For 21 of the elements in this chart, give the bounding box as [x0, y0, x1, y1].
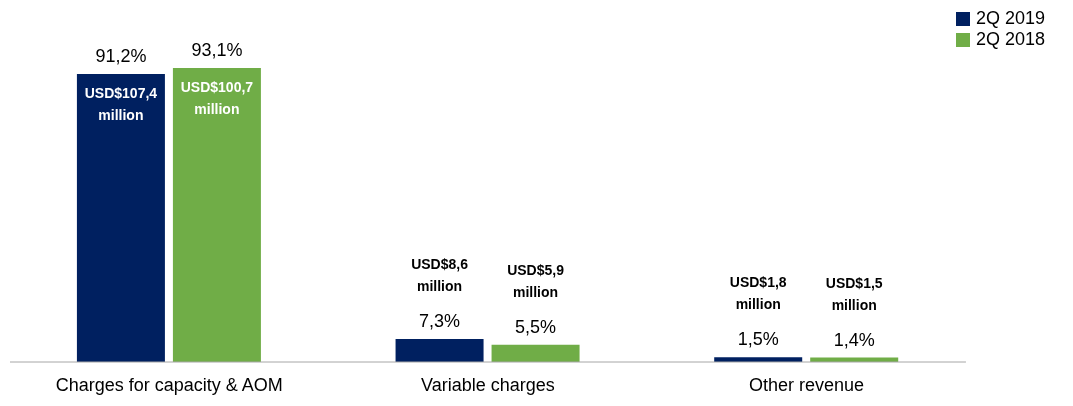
x-tick-label: Variable charges: [421, 374, 555, 395]
x-tick-label: Charges for capacity & AOM: [55, 374, 283, 395]
x-tick-label: Other revenue: [749, 374, 865, 395]
bar: [395, 338, 484, 362]
annotation: USD$8,6 million: [411, 255, 469, 294]
data-label: 7,3%: [419, 310, 461, 331]
bar: [491, 344, 580, 362]
data-label: 91,2%: [95, 46, 147, 66]
annotation: USD$1,5 million: [825, 274, 883, 313]
annotation: USD$100,7 million: [180, 79, 254, 117]
legend-label: 2Q 2019: [975, 8, 1045, 29]
data-label: 1,5%: [737, 329, 779, 350]
bar: [172, 68, 261, 362]
legend-label: 2Q 2018: [975, 29, 1045, 50]
annotation: USD$5,9 million: [507, 261, 565, 300]
data-label: 1,4%: [833, 329, 875, 350]
data-label: 5,5%: [515, 316, 557, 337]
annotation: USD$1,8 million: [729, 274, 787, 313]
data-label: 93,1%: [191, 40, 243, 60]
annotation: USD$107,4 million: [84, 85, 158, 123]
bar: [76, 74, 165, 362]
